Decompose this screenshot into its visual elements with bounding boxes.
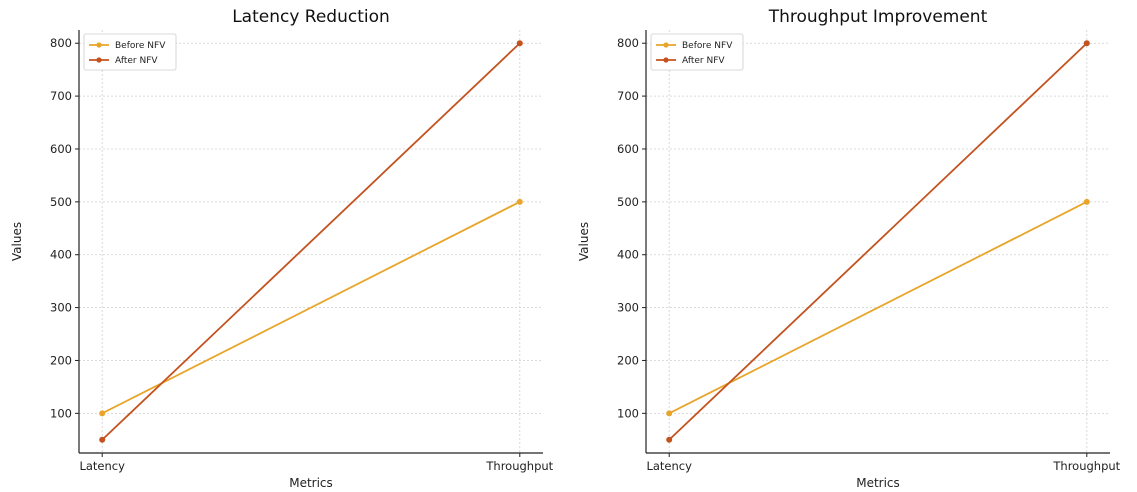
y-tick-label: 500 bbox=[617, 195, 639, 209]
legend-label: After NFV bbox=[115, 56, 158, 66]
y-tick-label: 200 bbox=[617, 353, 639, 367]
legend-label: Before NFV bbox=[115, 41, 166, 51]
series-line-after-nfv bbox=[101, 42, 521, 441]
chart-latency-reduction: 100 200 300 400 500 600 700 800 Latency Throughpu… bbox=[10, 7, 554, 490]
x-tick-label: Latency bbox=[646, 459, 692, 473]
data-point bbox=[99, 410, 106, 417]
y-tick-label: 700 bbox=[50, 89, 72, 103]
legend bbox=[650, 33, 744, 71]
y-tick-label: 200 bbox=[50, 353, 72, 367]
data-point bbox=[666, 436, 673, 443]
legend-marker bbox=[663, 42, 669, 48]
y-tick-label: 700 bbox=[617, 89, 639, 103]
data-point bbox=[666, 410, 673, 417]
x-axis-label: Metrics bbox=[289, 476, 333, 490]
y-tick-label: 400 bbox=[50, 248, 72, 262]
y-tick-label: 500 bbox=[50, 195, 72, 209]
chart-title: Throughput Improvement bbox=[768, 7, 988, 27]
y-tick-label: 800 bbox=[50, 36, 72, 50]
chart-title: Latency Reduction bbox=[232, 7, 390, 27]
data-point bbox=[99, 436, 106, 443]
chart-throughput-improvement: 100 200 300 400 500 600 700 800 Latency Throughpu… bbox=[577, 7, 1121, 490]
x-tick-label: Throughput bbox=[1052, 459, 1120, 473]
series-line-after-nfv bbox=[668, 42, 1088, 441]
series-line-before-nfv bbox=[101, 201, 521, 415]
legend bbox=[83, 33, 177, 71]
legend-marker bbox=[663, 57, 669, 63]
y-axis-label: Values bbox=[10, 222, 24, 261]
y-tick-label: 300 bbox=[50, 301, 72, 315]
y-tick-label: 600 bbox=[617, 142, 639, 156]
x-tick-label: Latency bbox=[79, 459, 125, 473]
data-point bbox=[1083, 40, 1090, 47]
y-tick-label: 300 bbox=[617, 301, 639, 315]
y-tick-label: 100 bbox=[617, 406, 639, 420]
series-line-before-nfv bbox=[668, 201, 1088, 415]
y-tick-label: 400 bbox=[617, 248, 639, 262]
y-tick-label: 100 bbox=[50, 406, 72, 420]
x-axis-label: Metrics bbox=[856, 476, 900, 490]
data-point bbox=[516, 198, 523, 205]
legend-marker bbox=[96, 57, 102, 63]
legend-label: After NFV bbox=[682, 56, 725, 66]
y-axis-label: Values bbox=[577, 222, 591, 261]
data-point bbox=[516, 40, 523, 47]
legend-marker bbox=[96, 42, 102, 48]
x-tick-label: Throughput bbox=[485, 459, 553, 473]
y-tick-label: 800 bbox=[617, 36, 639, 50]
legend-label: Before NFV bbox=[682, 41, 733, 51]
data-point bbox=[1083, 198, 1090, 205]
y-tick-label: 600 bbox=[50, 142, 72, 156]
